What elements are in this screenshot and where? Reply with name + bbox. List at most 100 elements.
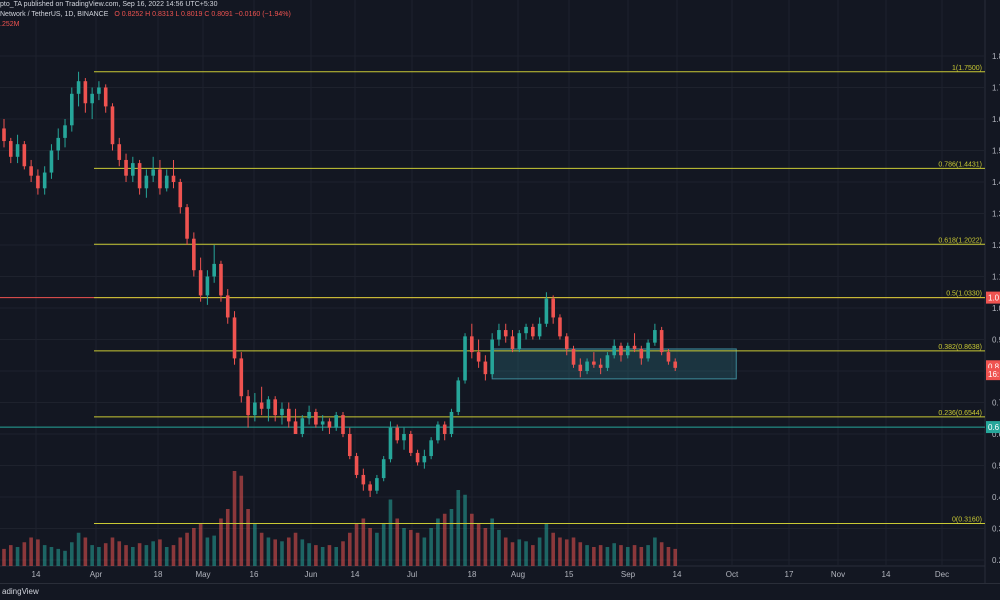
candle-body[interactable] [578,364,583,371]
candle-body[interactable] [273,399,277,416]
candle-body[interactable] [341,415,345,434]
candle-body[interactable] [395,427,400,441]
candle-body[interactable] [22,144,27,167]
candle-body[interactable] [205,276,210,296]
candle-body[interactable] [456,380,461,412]
candle-body[interactable] [470,336,474,353]
candle-body[interactable] [151,169,155,176]
candle-body[interactable] [314,411,318,425]
candle-body[interactable] [347,434,352,457]
candle-body[interactable] [144,175,149,189]
candle-body[interactable] [63,125,67,138]
candle-body[interactable] [354,456,359,475]
candle-body[interactable] [124,159,128,176]
candle-body[interactable] [632,345,637,349]
candle-body[interactable] [49,150,54,173]
candle-body[interactable] [490,339,494,375]
candle-body[interactable] [409,434,413,453]
candle-body[interactable] [2,128,6,142]
candle-body[interactable] [259,402,264,409]
candle-body[interactable] [185,207,189,239]
candle-body[interactable] [36,175,40,189]
candle-body[interactable] [327,421,332,428]
candle-body[interactable] [558,317,562,337]
candle-body[interactable] [659,330,664,353]
candle-body[interactable] [334,415,339,428]
candle-body[interactable] [503,330,508,337]
candle-body[interactable] [436,424,440,441]
candle-body[interactable] [476,352,481,362]
candle-body[interactable] [293,421,298,434]
candle-body[interactable] [571,348,576,365]
candle-body[interactable] [286,408,291,422]
candle-body[interactable] [137,163,142,189]
candle-body[interactable] [76,81,81,94]
candle-body[interactable] [625,345,630,356]
candle-body[interactable] [253,402,257,416]
candle-body[interactable] [524,326,528,334]
candle-body[interactable] [463,336,467,381]
candle-body[interactable] [15,144,20,157]
candle-body[interactable] [429,440,433,457]
candle-body[interactable] [280,408,284,416]
candle-body[interactable] [320,421,325,425]
candle-body[interactable] [415,452,420,463]
candle-body[interactable] [612,345,616,356]
candle-body[interactable] [368,484,372,491]
candle-body[interactable] [164,175,169,189]
candle-body[interactable] [42,172,47,189]
candle-body[interactable] [483,361,488,375]
candle-body[interactable] [56,137,61,151]
candle-body[interactable] [266,399,271,409]
candle-body[interactable] [375,478,379,491]
candle-body[interactable] [225,295,230,318]
candle-body[interactable] [544,298,549,324]
candle-body[interactable] [653,330,657,343]
candle-body[interactable] [442,424,447,434]
price-chart[interactable]: 1.81.71.61.51.41.31.21.11.00.90.80.70.60… [0,0,1000,584]
candle-body[interactable] [422,456,427,463]
candle-body[interactable] [117,144,122,160]
candle-body[interactable] [517,333,522,349]
candle-body[interactable] [605,355,610,368]
candle-body[interactable] [531,326,535,337]
candle-body[interactable] [103,87,108,107]
candle-body[interactable] [402,434,406,441]
candle-body[interactable] [232,317,237,359]
candle-body[interactable] [537,323,542,337]
candle-body[interactable] [551,298,555,318]
candle-body[interactable] [646,342,650,359]
candle-body[interactable] [381,459,386,479]
candle-body[interactable] [592,361,596,365]
candle-body[interactable] [29,166,33,176]
candle-body[interactable] [666,352,671,362]
candle-body[interactable] [131,163,135,176]
candle-body[interactable] [598,364,603,368]
candle-body[interactable] [639,348,644,359]
candle-body[interactable] [300,418,305,434]
candle-body[interactable] [110,106,115,145]
candle-body[interactable] [219,263,223,296]
candle-body[interactable] [449,411,454,434]
candle-body[interactable] [619,345,623,356]
candle-body[interactable] [564,336,569,349]
candle-body[interactable] [70,93,74,126]
candle-body[interactable] [158,169,162,189]
candle-body[interactable] [497,330,501,340]
candle-body[interactable] [8,141,13,157]
candle-body[interactable] [178,182,183,208]
candle-body[interactable] [90,93,94,104]
candle-body[interactable] [510,336,515,349]
candle-body[interactable] [239,358,244,397]
candle-body[interactable] [171,175,176,182]
candle-body[interactable] [585,361,589,371]
candle-body[interactable] [198,270,203,296]
candle-body[interactable] [192,238,196,271]
candle-body[interactable] [97,87,101,94]
candle-body[interactable] [212,263,216,277]
candle-body[interactable] [361,474,366,485]
candle-body[interactable] [673,361,678,368]
candle-body[interactable] [307,411,311,419]
candle-body[interactable] [246,396,250,416]
candle-body[interactable] [83,81,88,104]
